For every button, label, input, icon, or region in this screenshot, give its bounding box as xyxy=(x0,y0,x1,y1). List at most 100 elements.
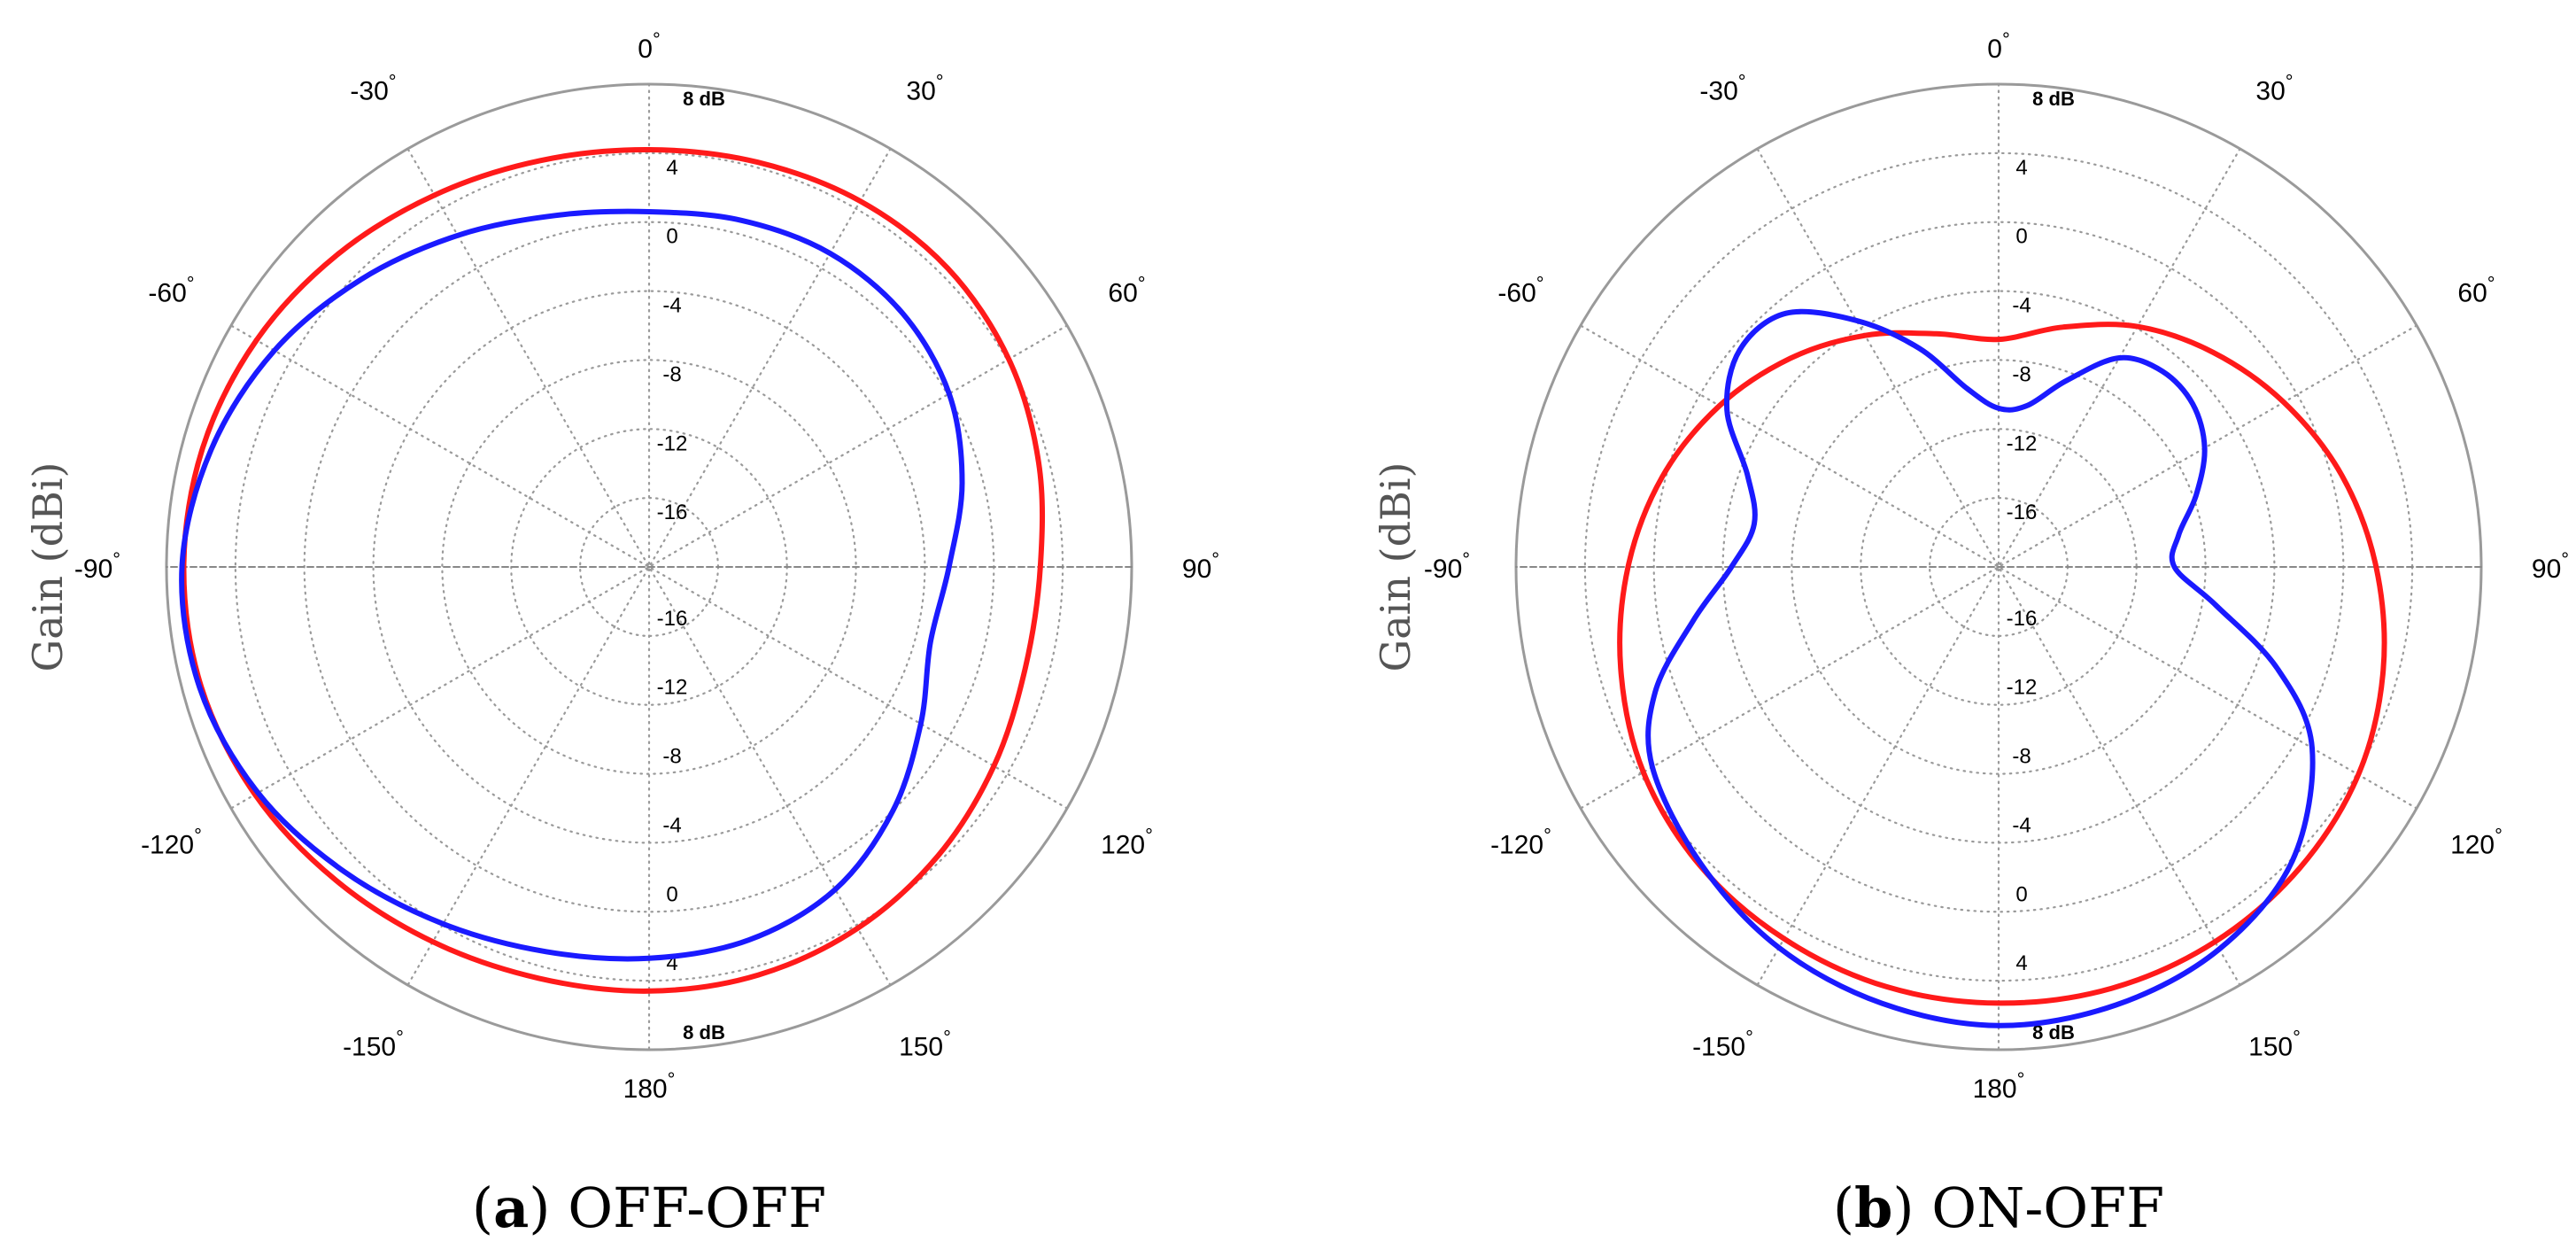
angle-label: 180° xyxy=(1973,1068,2025,1104)
blue-series-line xyxy=(179,208,965,962)
angle-label: 60° xyxy=(2457,273,2495,308)
radial-tick-label: -4 xyxy=(662,294,681,318)
radial-tick-label: -8 xyxy=(2012,745,2031,769)
radial-tick-label: -8 xyxy=(662,745,681,769)
degree-symbol: ° xyxy=(1145,825,1153,847)
angle-label: -120° xyxy=(1490,825,1551,860)
polar-chart-b: 0°30°60°90°120°150°180°-150°-120°-90°-60… xyxy=(1372,28,2569,1240)
grid-spoke xyxy=(229,324,1069,810)
radial-tick-label: 8 dB xyxy=(683,1021,725,1044)
degree-symbol: ° xyxy=(396,1027,404,1049)
radial-tick-label: 4 xyxy=(2015,156,2027,180)
radial-tick-label: -12 xyxy=(2007,676,2038,700)
radial-tick-label: -4 xyxy=(2012,294,2031,318)
angle-label: 30° xyxy=(2255,71,2293,106)
degree-symbol: ° xyxy=(653,28,661,50)
caption-paren-open: ( xyxy=(1833,1176,1854,1240)
radial-tick-label: -16 xyxy=(657,607,688,631)
radial-tick-label: 0 xyxy=(666,225,677,249)
y-axis-label: Gain (dBi) xyxy=(24,462,72,672)
grid-spoke xyxy=(229,324,1069,810)
degree-symbol: ° xyxy=(2293,1027,2301,1049)
radial-tick-label: 4 xyxy=(666,156,677,180)
angle-label: 0° xyxy=(638,28,661,64)
radial-tick-label: -4 xyxy=(662,813,681,837)
blue-series-line xyxy=(1645,308,2316,1028)
caption-letter: a xyxy=(493,1176,529,1240)
angle-label: 0° xyxy=(1987,28,2010,64)
grid-spoke xyxy=(1756,147,2241,987)
degree-symbol: ° xyxy=(1745,1027,1753,1049)
degree-symbol: ° xyxy=(1738,71,1746,93)
radial-tick-label: 8 dB xyxy=(2032,88,2075,110)
radial-tick-label: 8 dB xyxy=(683,88,725,110)
degree-symbol: ° xyxy=(2487,273,2495,295)
radial-tick-label: 0 xyxy=(2015,882,2027,906)
caption-paren-close: ) xyxy=(1892,1176,1931,1240)
degree-symbol: ° xyxy=(1543,825,1551,847)
radial-tick-label: -12 xyxy=(657,431,688,455)
degree-symbol: ° xyxy=(2561,548,2569,570)
degree-symbol: ° xyxy=(1211,548,1219,570)
grid-spoke xyxy=(1756,147,2241,987)
angle-label: -30° xyxy=(350,71,396,106)
caption-text: OFF-OFF xyxy=(568,1176,826,1240)
angle-label: 30° xyxy=(906,71,943,106)
degree-symbol: ° xyxy=(187,273,195,295)
radial-tick-label: 0 xyxy=(2015,225,2027,249)
degree-symbol: ° xyxy=(2017,1068,2025,1090)
angle-label: -60° xyxy=(1497,273,1543,308)
angle-label: 120° xyxy=(1101,825,1153,860)
degree-symbol: ° xyxy=(1536,273,1544,295)
red-series-line xyxy=(181,146,1046,994)
degree-symbol: ° xyxy=(1462,548,1470,570)
angle-label: 150° xyxy=(899,1027,951,1062)
panel-caption: (b) ON-OFF xyxy=(1833,1176,2164,1240)
degree-symbol: ° xyxy=(2495,825,2503,847)
degree-symbol: ° xyxy=(194,825,202,847)
radial-tick-label: -16 xyxy=(2007,607,2038,631)
panel-caption: (a) OFF-OFF xyxy=(472,1176,826,1240)
angle-label: 120° xyxy=(2450,825,2503,860)
radial-tick-label: -16 xyxy=(657,500,688,524)
degree-symbol: ° xyxy=(2002,28,2010,50)
grid-spoke xyxy=(406,147,892,987)
radial-tick-label: -8 xyxy=(2012,362,2031,386)
caption-paren-open: ( xyxy=(472,1176,493,1240)
angle-label: -120° xyxy=(141,825,202,860)
radial-tick-label: -4 xyxy=(2012,813,2031,837)
caption-paren-close: ) xyxy=(529,1176,568,1240)
degree-symbol: ° xyxy=(1138,273,1146,295)
degree-symbol: ° xyxy=(389,71,397,93)
angle-label: 180° xyxy=(623,1068,676,1104)
radial-tick-label: -8 xyxy=(662,362,681,386)
radial-tick-label: 0 xyxy=(666,882,677,906)
polar-chart-a: 0°30°60°90°120°150°180°-150°-120°-90°-60… xyxy=(24,28,1219,1240)
angle-label: -60° xyxy=(148,273,194,308)
red-series-line xyxy=(1617,322,2387,1006)
angle-label: -30° xyxy=(1699,71,1745,106)
angle-label: 90° xyxy=(2532,548,2569,584)
degree-symbol: ° xyxy=(668,1068,676,1090)
angle-label: 60° xyxy=(1108,273,1145,308)
radial-tick-label: 4 xyxy=(2015,951,2027,975)
degree-symbol: ° xyxy=(943,1027,951,1049)
y-axis-label: Gain (dBi) xyxy=(1372,462,1420,672)
radial-tick-label: -12 xyxy=(2007,431,2038,455)
degree-symbol: ° xyxy=(2286,71,2294,93)
radial-tick-label: -16 xyxy=(2007,500,2038,524)
grid-spoke xyxy=(1579,324,2418,810)
degree-symbol: ° xyxy=(936,71,944,93)
caption-text: ON-OFF xyxy=(1931,1176,2164,1240)
angle-label: -150° xyxy=(343,1027,404,1062)
angle-label: -90° xyxy=(1424,548,1470,584)
angle-label: 90° xyxy=(1182,548,1219,584)
caption-letter: b xyxy=(1854,1176,1892,1240)
radial-tick-label: -12 xyxy=(657,676,688,700)
angle-label: -90° xyxy=(74,548,120,584)
degree-symbol: ° xyxy=(112,548,120,570)
angle-label: 150° xyxy=(2248,1027,2301,1062)
angle-label: -150° xyxy=(1692,1027,1753,1062)
grid-spoke xyxy=(406,147,892,987)
